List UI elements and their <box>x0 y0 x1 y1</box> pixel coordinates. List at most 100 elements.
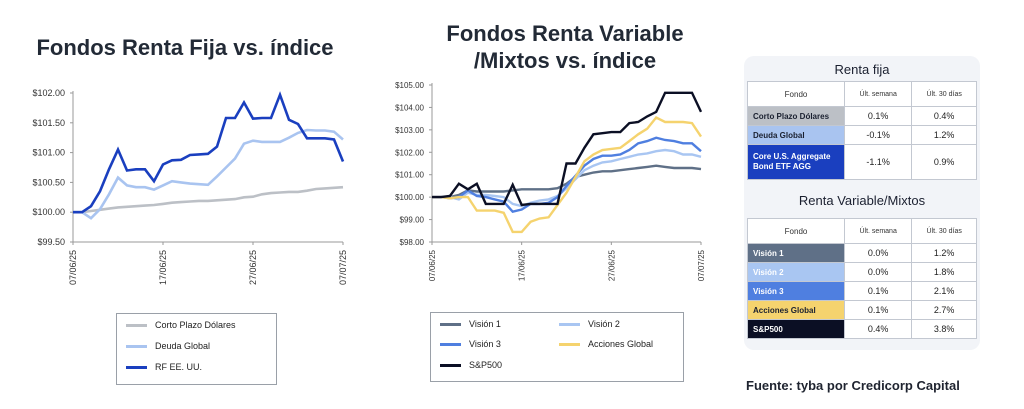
left-x-tick-label: 27/06/25 <box>248 250 258 285</box>
table-header-cell: Fondo <box>747 218 845 244</box>
mid-series-s-p500 <box>432 91 703 207</box>
left-legend-label: Corto Plazo Dólares <box>155 320 236 330</box>
left-legend-swatch <box>126 365 147 369</box>
table-header-row: Fondo Últ. semana Últ. 30 días <box>747 81 977 107</box>
mid-chart-legend: Visión 1 Visión 2 Visión 3 Acciones Global S… <box>430 312 684 382</box>
table-row: Deuda Global -0.1% 1.2% <box>747 125 977 145</box>
left-x-tick-label: 07/06/25 <box>68 250 78 285</box>
mid-legend-swatch <box>559 322 580 326</box>
week-return-cell: 0.1% <box>843 300 913 320</box>
mid-x-tick-label: 07/07/25 <box>697 249 706 281</box>
left-y-tick-label: $101.50 <box>32 118 65 128</box>
week-return-cell: -0.1% <box>843 125 913 145</box>
mid-legend-item-acciones-global: Acciones Global <box>559 339 653 349</box>
renta-fija-table: Fondo Últ. semana Últ. 30 días Corto Plazo … <box>747 81 977 180</box>
left-y-tick-label: $102.00 <box>32 88 65 98</box>
left-series-corto-plazo-d-lares <box>73 185 344 214</box>
left-legend-item-rf-ee-uu: RF EE. UU. <box>126 362 202 372</box>
mid-series-visi-n-1 <box>432 164 702 199</box>
month-return-cell: 0.9% <box>911 144 977 180</box>
week-return-cell: -1.1% <box>843 144 913 180</box>
mid-legend-label: Visión 2 <box>588 319 620 329</box>
week-return-cell: 0.0% <box>843 243 913 263</box>
fund-name-cell: S&P500 <box>747 319 845 339</box>
table-row: Visión 3 0.1% 2.1% <box>747 281 977 301</box>
mid-x-tick-label: 17/06/25 <box>518 249 527 281</box>
left-series-deuda-global <box>73 128 344 220</box>
left-y-tick-label: $100.50 <box>32 177 65 187</box>
month-return-cell: 1.2% <box>911 125 977 145</box>
renta-variable-table: Fondo Últ. semana Últ. 30 días Visión 1 0.0%… <box>747 218 977 339</box>
mid-x-tick-label: 07/06/25 <box>428 249 437 281</box>
month-return-cell: 3.8% <box>911 319 977 339</box>
mid-chart-title: Fondos Renta Variable /Mixtos vs. índice <box>430 20 700 74</box>
left-y-tick-label: $99.50 <box>37 237 65 247</box>
left-chart-title: Fondos Renta Fija vs. índice <box>36 35 334 60</box>
mid-y-tick-label: $98.00 <box>400 238 425 247</box>
mid-chart-plot: $98.00 $99.00 $100.00 $101.00 $102.00 $103.00… <box>395 81 706 281</box>
table-header-cell: Últ. semana <box>843 218 913 244</box>
mid-legend-swatch <box>559 342 580 346</box>
mid-legend-swatch <box>440 322 461 326</box>
month-return-cell: 1.8% <box>911 262 977 282</box>
source-note: Fuente: tyba por Credicorp Capital <box>746 378 960 393</box>
table-header-row: Fondo Últ. semana Últ. 30 días <box>747 218 977 244</box>
fund-name-cell: Visión 1 <box>747 243 845 263</box>
mid-y-tick-label: $105.00 <box>395 81 424 90</box>
table-header-cell: Últ. 30 días <box>911 218 977 244</box>
mid-y-tick-label: $103.00 <box>395 126 424 135</box>
mid-legend-swatch <box>440 342 461 346</box>
mid-legend-item-s-p500: S&P500 <box>440 360 502 370</box>
mid-x-tick-label: 27/06/25 <box>607 249 616 281</box>
table-row: Core U.S. Aggregate Bond ETF AGG -1.1% 0.9… <box>747 144 977 180</box>
mid-legend-label: Acciones Global <box>588 339 654 349</box>
left-legend-item-deuda-global: Deuda Global <box>126 341 210 351</box>
fund-name-cell: Visión 3 <box>747 281 845 301</box>
left-chart-legend: Corto Plazo Dólares Deuda Global RF EE. UU… <box>116 313 277 385</box>
mid-legend-item-visi-n-2: Visión 2 <box>559 319 620 329</box>
fund-name-cell: Corto Plazo Dólares <box>747 106 845 126</box>
table-row: Corto Plazo Dólares 0.1% 0.4% <box>747 106 977 126</box>
week-return-cell: 0.4% <box>843 319 913 339</box>
mid-series-visi-n-2 <box>432 148 702 208</box>
left-y-tick-label: $101.00 <box>32 148 65 158</box>
section-title-renta-fija: Renta fija <box>834 62 890 77</box>
mid-y-tick-label: $102.00 <box>395 148 424 157</box>
mid-legend-item-visi-n-3: Visión 3 <box>440 339 501 349</box>
mid-y-tick-label: $100.00 <box>395 193 424 202</box>
mid-legend-label: S&P500 <box>469 360 503 370</box>
mid-chart-title-line1: Fondos Renta Variable <box>446 21 684 46</box>
left-x-tick-label: 17/06/25 <box>158 250 168 285</box>
fund-name-cell: Core U.S. Aggregate Bond ETF AGG <box>747 144 845 180</box>
fund-name-cell: Visión 2 <box>747 262 845 282</box>
left-chart-plot: $99.50 $100.00 $100.50 $101.00 $101.50 $102.0… <box>32 88 348 285</box>
left-legend-item-corto-plazo-d-lares: Corto Plazo Dólares <box>126 320 236 330</box>
mid-legend-label: Visión 1 <box>469 319 501 329</box>
mid-legend-label: Visión 3 <box>469 339 501 349</box>
table-row: S&P500 0.4% 3.8% <box>747 319 977 339</box>
left-y-tick-label: $100.00 <box>32 207 65 217</box>
left-x-tick-label: 07/07/25 <box>338 250 348 285</box>
mid-legend-swatch <box>440 363 461 367</box>
week-return-cell: 0.1% <box>843 281 913 301</box>
mid-series-acciones-global <box>432 115 702 234</box>
fund-name-cell: Deuda Global <box>747 125 845 145</box>
left-legend-label: Deuda Global <box>155 341 211 351</box>
left-legend-swatch <box>126 323 147 327</box>
section-title-renta-variable: Renta Variable/Mixtos <box>798 193 926 208</box>
table-header-cell: Fondo <box>747 81 845 107</box>
table-row: Visión 2 0.0% 1.8% <box>747 262 977 282</box>
week-return-cell: 0.0% <box>843 262 913 282</box>
month-return-cell: 1.2% <box>911 243 977 263</box>
table-header-cell: Últ. 30 días <box>911 81 977 107</box>
month-return-cell: 0.4% <box>911 106 977 126</box>
table-row: Visión 1 0.0% 1.2% <box>747 243 977 263</box>
mid-series-visi-n-3 <box>432 136 702 214</box>
month-return-cell: 2.1% <box>911 281 977 301</box>
table-header-cell: Últ. semana <box>843 81 913 107</box>
returns-table-panel: Renta fija Fondo Últ. semana Últ. 30 días C… <box>744 56 980 350</box>
mid-y-tick-label: $99.00 <box>400 216 425 225</box>
month-return-cell: 2.7% <box>911 300 977 320</box>
left-series-rf-ee-uu <box>73 91 345 214</box>
